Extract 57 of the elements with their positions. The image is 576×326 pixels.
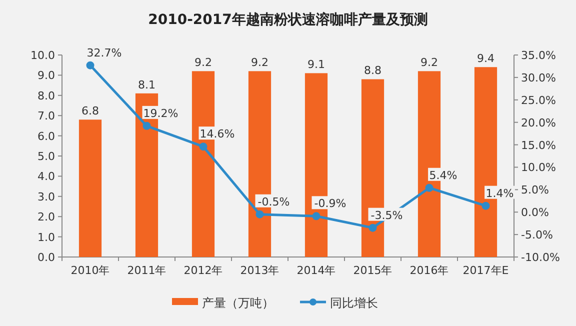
- y2-tick-label: -5.0%: [521, 228, 553, 242]
- x-tick-label: 2016年: [410, 264, 449, 277]
- y2-tick-label: 5.0%: [521, 184, 549, 197]
- data-label: 9.1: [308, 58, 325, 72]
- point: [199, 142, 208, 151]
- legend-label: 产量（万吨）: [202, 296, 274, 310]
- data-label: 1.4%: [486, 186, 514, 200]
- data-label: -0.9%: [314, 197, 346, 210]
- data-label: 9.4: [477, 52, 494, 66]
- data-label: 5.4%: [429, 168, 458, 182]
- x-tick-label: 2013年: [240, 264, 280, 277]
- y2-tick-label: 10.0%: [521, 161, 556, 174]
- data-label: 19.2%: [143, 106, 178, 120]
- bar: [78, 120, 102, 257]
- chart-title: 2010-2017年越南粉状速溶咖啡产量及预测: [148, 11, 428, 28]
- y2-tick-label: 20.0%: [521, 116, 556, 130]
- x-tick-label: 2011年: [127, 264, 166, 277]
- y-tick-label: 2.0: [38, 210, 55, 224]
- x-tick-label: 2012年: [184, 264, 223, 277]
- x-tick-label: 2017年E: [462, 264, 509, 277]
- y2-tick-label: -10.0%: [521, 251, 560, 264]
- data-label: 14.6%: [200, 128, 235, 141]
- point: [86, 61, 94, 70]
- y-tick-label: 8.0: [38, 89, 55, 102]
- y-tick-label: 3.0: [38, 190, 55, 204]
- y2-tick-label: 15.0%: [521, 138, 556, 152]
- x-tick-label: 2010年: [70, 264, 110, 277]
- point: [368, 224, 377, 232]
- data-label: 9.2: [420, 56, 438, 70]
- y-tick-label: 7.0: [38, 110, 55, 123]
- y-tick-label: 10.0: [30, 49, 55, 62]
- point: [142, 122, 151, 130]
- point: [425, 184, 434, 192]
- point: [312, 212, 320, 220]
- point: [482, 202, 490, 210]
- y2-tick-label: 30.0%: [521, 71, 556, 84]
- y-tick-label: 4.0: [38, 170, 55, 184]
- data-label: 8.1: [138, 78, 156, 92]
- point: [256, 210, 264, 218]
- y-tick-label: 9.0: [38, 69, 55, 82]
- data-label: 9.2: [194, 56, 212, 70]
- y-tick-label: 1.0: [38, 230, 55, 244]
- x-tick-label: 2014年: [296, 264, 336, 277]
- y2-tick-label: 0.0%: [521, 206, 549, 220]
- data-label: 32.7%: [86, 46, 122, 60]
- x-tick-label: 2015年: [353, 264, 392, 277]
- data-label: 9.2: [251, 56, 268, 70]
- data-label: 8.8: [364, 64, 382, 78]
- data-label: -0.5%: [258, 195, 290, 208]
- y-tick-label: 0.0: [38, 251, 55, 264]
- y2-tick-label: 35.0%: [521, 49, 556, 62]
- data-label: -3.5%: [370, 208, 403, 222]
- y-tick-label: 6.0: [38, 130, 55, 143]
- legend-label: 同比增长: [330, 296, 378, 310]
- y-tick-label: 5.0: [38, 150, 55, 163]
- data-label: 6.8: [82, 104, 99, 118]
- y2-tick-label: 25.0%: [521, 94, 556, 107]
